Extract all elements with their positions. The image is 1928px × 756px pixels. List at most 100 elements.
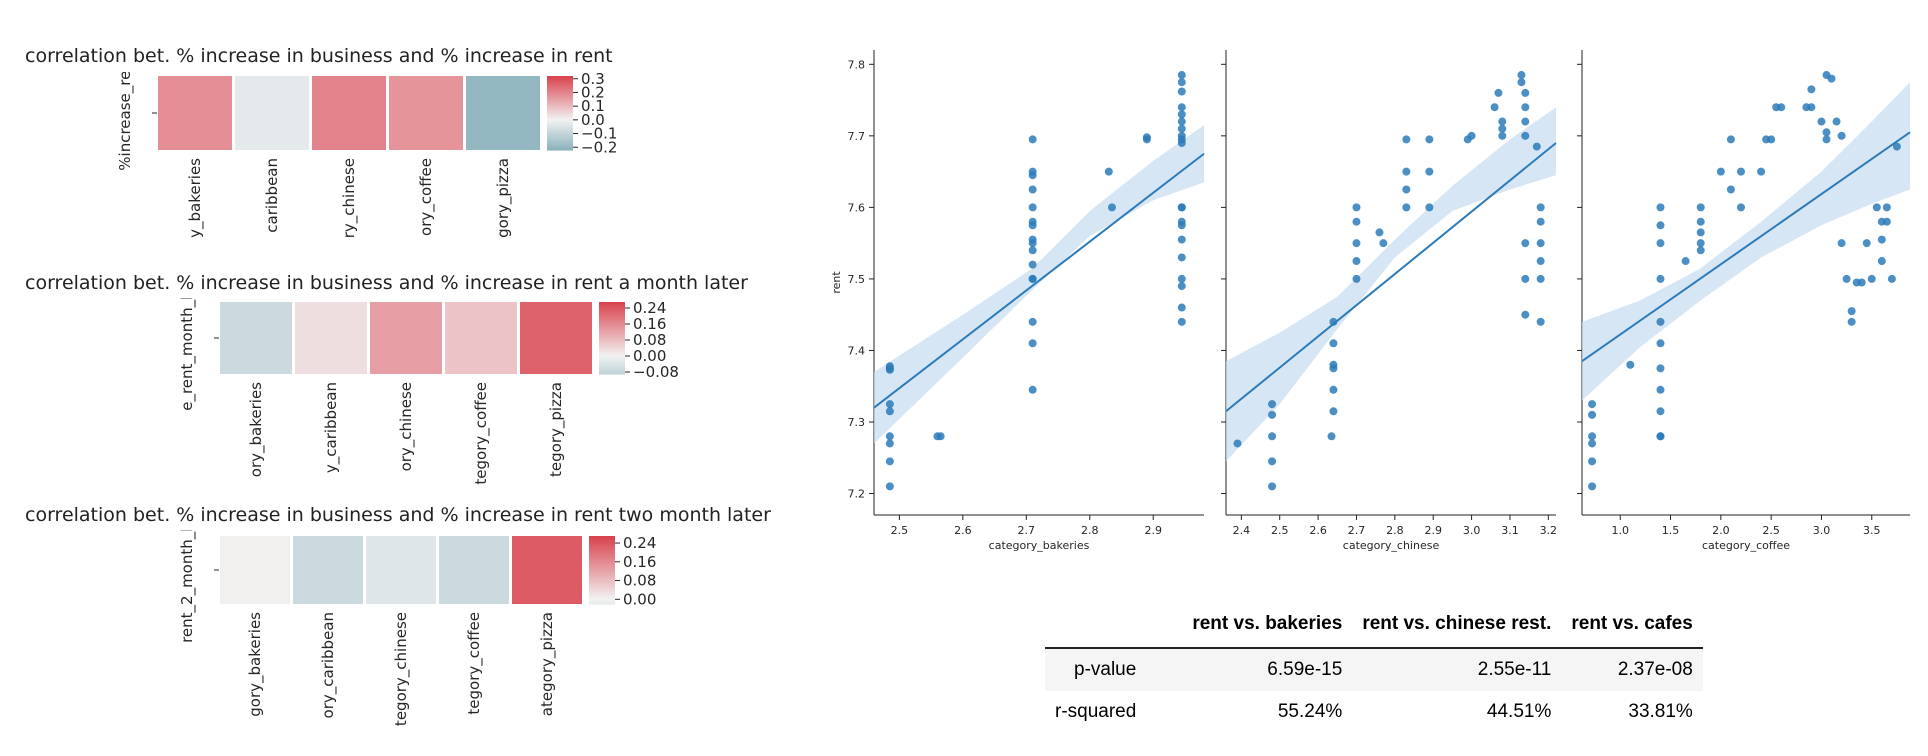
colorbar-segment bbox=[547, 90, 573, 94]
colorbar-segment bbox=[547, 146, 573, 149]
scatter-point bbox=[1028, 135, 1037, 144]
colorbar-tick-label: 0.00 bbox=[623, 590, 656, 608]
scatter-point bbox=[885, 439, 894, 448]
scatter-point bbox=[1517, 78, 1526, 87]
colorbar-segment bbox=[589, 571, 615, 574]
scatter-point bbox=[1177, 117, 1186, 126]
scatter-point bbox=[1588, 410, 1597, 419]
colorbar-segment bbox=[547, 114, 573, 118]
scatter-point bbox=[1867, 274, 1876, 283]
scatter-point bbox=[1656, 203, 1665, 212]
colorbar-segment bbox=[589, 568, 615, 571]
colorbar-segment bbox=[547, 111, 573, 114]
scatter-point bbox=[1375, 228, 1384, 237]
scatter-point bbox=[1882, 203, 1891, 212]
heatmap-row-label: %increase_rent bbox=[116, 72, 135, 171]
scatter-point bbox=[1177, 87, 1186, 96]
confidence-band bbox=[1226, 107, 1556, 462]
colorbar-segment bbox=[589, 561, 615, 564]
colorbar-segment bbox=[599, 323, 625, 326]
colorbar-segment bbox=[589, 578, 615, 581]
scatter-point bbox=[1268, 482, 1277, 491]
scatter-point bbox=[1832, 117, 1841, 126]
scatter-point bbox=[1329, 407, 1338, 416]
scatter-point bbox=[1402, 135, 1411, 144]
scatter-point bbox=[1028, 260, 1037, 269]
scatter-point bbox=[1736, 203, 1745, 212]
heatmap-cell bbox=[220, 302, 292, 374]
scatter-point bbox=[1402, 167, 1411, 176]
colorbar-segment bbox=[547, 125, 573, 129]
scatter-point bbox=[1656, 274, 1665, 283]
scatter-point bbox=[1498, 117, 1507, 126]
scatter-point bbox=[1177, 317, 1186, 326]
colorbar-segment bbox=[599, 345, 625, 348]
colorbar-segment bbox=[599, 329, 625, 332]
stats-cell: 55.24% bbox=[1277, 701, 1343, 722]
scatter-point bbox=[1490, 103, 1499, 112]
colorbar-segment bbox=[589, 597, 615, 600]
colorbar-segment bbox=[589, 581, 615, 585]
heatmap-cell bbox=[366, 536, 436, 604]
heatmap-cell bbox=[312, 76, 386, 150]
colorbar-tick-label: 0.0 bbox=[581, 111, 605, 129]
scatter-point bbox=[1329, 339, 1338, 348]
heatmap-cell bbox=[439, 536, 509, 604]
scatter-point bbox=[1882, 217, 1891, 226]
scatter-point bbox=[1588, 457, 1597, 466]
colorbar-segment bbox=[547, 79, 573, 83]
scatter-point bbox=[1536, 257, 1545, 266]
scatter-point bbox=[1521, 131, 1530, 140]
scatter-point bbox=[1517, 71, 1526, 80]
stats-header-cafes: rent vs. cafes bbox=[1561, 605, 1703, 649]
colorbar-segment bbox=[589, 542, 615, 546]
heatmap-column-label: gory_bakeries bbox=[246, 612, 265, 717]
scatter-panel-1: 2.5 2.6 2.7 2.8 2.9 7.2 7.3 7.4 7.5 7.6 7.7 7.8 cate… bbox=[830, 50, 1205, 552]
scatter-point bbox=[1521, 117, 1530, 126]
colorbar-segment bbox=[599, 302, 625, 305]
scatter-point bbox=[1862, 239, 1871, 248]
scatter-point bbox=[1726, 185, 1735, 194]
stats-row-label: r-squared bbox=[1055, 701, 1137, 722]
scatter-point bbox=[1177, 139, 1186, 147]
colorbar-segment bbox=[547, 138, 573, 142]
scatter-point bbox=[1877, 257, 1886, 266]
colorbar-segment bbox=[599, 347, 625, 350]
colorbar-segment bbox=[599, 303, 625, 307]
colorbar-segment bbox=[589, 600, 615, 603]
x-tick-label: 2.5 bbox=[1271, 524, 1289, 537]
scatter-point bbox=[1656, 239, 1665, 248]
colorbar-segment bbox=[599, 372, 625, 375]
scatter-point bbox=[936, 432, 945, 441]
scatter-point bbox=[1352, 239, 1361, 248]
scatter-point bbox=[1233, 439, 1242, 448]
colorbar-tick-label: 0.08 bbox=[623, 572, 656, 590]
scatter-point bbox=[1827, 74, 1836, 83]
colorbar-segment bbox=[589, 537, 615, 540]
scatter-point bbox=[1352, 203, 1361, 212]
colorbar-segment bbox=[589, 575, 615, 578]
scatter-point bbox=[1177, 78, 1186, 87]
heatmap-column-label: y_caribbean bbox=[322, 382, 341, 473]
colorbar-segment bbox=[599, 370, 625, 373]
heatmap-1-title: correlation bet. % increase in business … bbox=[25, 45, 613, 67]
scatter-point bbox=[1696, 203, 1705, 212]
scatter-point bbox=[1588, 432, 1597, 441]
scatter-panel-2: 2.4 2.5 2.6 2.7 2.8 2.9 3.0 3.1 3.2 category_chin… bbox=[1221, 50, 1557, 552]
colorbar-segment bbox=[589, 558, 615, 561]
colorbar-segment bbox=[599, 357, 625, 361]
scatter-point bbox=[1656, 432, 1665, 441]
colorbar-segment bbox=[599, 318, 625, 321]
scatter-point bbox=[1352, 274, 1361, 283]
stats-row-label: p-value bbox=[1045, 648, 1183, 691]
colorbar-segment bbox=[547, 127, 573, 131]
colorbar-tick-label: −0.1 bbox=[581, 125, 617, 143]
x-tick-label: 1.0 bbox=[1611, 524, 1629, 537]
scatter-point bbox=[1177, 235, 1186, 244]
scatter-point bbox=[1837, 131, 1846, 140]
heatmap-cell bbox=[235, 76, 309, 150]
heatmap-cell bbox=[158, 76, 232, 150]
colorbar-segment bbox=[599, 368, 625, 371]
scatter-point bbox=[1656, 221, 1665, 230]
heatmap-cell bbox=[295, 302, 367, 374]
